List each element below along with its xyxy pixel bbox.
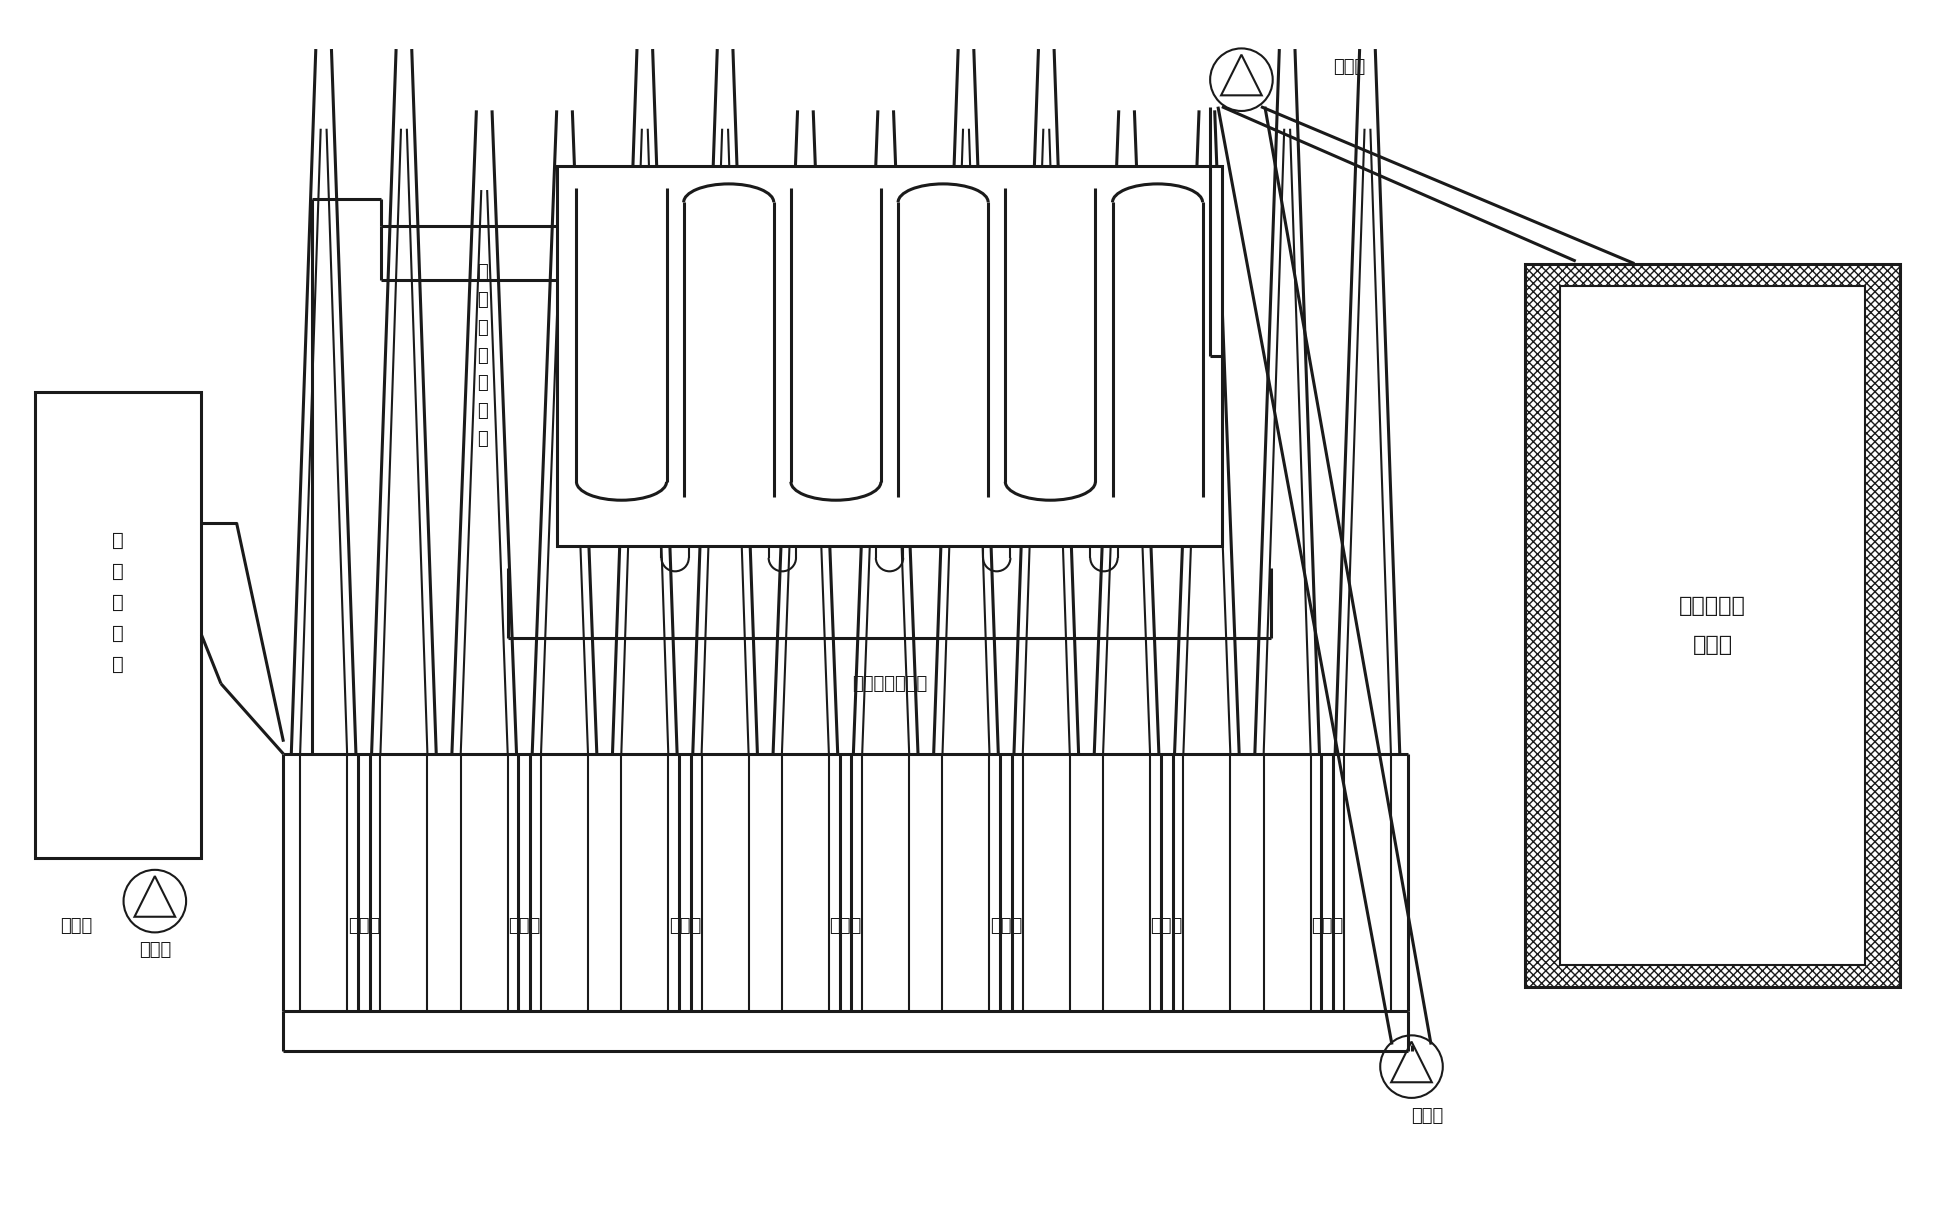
Text: 表冷室: 表冷室: [1312, 917, 1343, 934]
Bar: [557, 166, 1222, 546]
Text: 汞
蒸
气
冷
却
装
置: 汞 蒸 气 冷 却 装 置: [477, 264, 489, 447]
Bar: [1560, 286, 1865, 965]
Text: 表冷室: 表冷室: [829, 917, 862, 934]
Bar: [1525, 264, 1900, 987]
Text: 引风机: 引风机: [1412, 1107, 1443, 1124]
Text: 表冷室: 表冷室: [669, 917, 702, 934]
Bar: [1560, 286, 1865, 965]
Text: 表冷室: 表冷室: [989, 917, 1022, 934]
Text: 鼓风机: 鼓风机: [139, 942, 170, 959]
Text: 引风机: 引风机: [1333, 59, 1365, 76]
Text: 三氧化二锄
过滤室: 三氧化二锄 过滤室: [1679, 596, 1746, 655]
Text: 表冷室: 表冷室: [508, 917, 540, 934]
Text: 鼓风炉: 鼓风炉: [61, 917, 92, 934]
Text: 汞液体回收装置: 汞液体回收装置: [852, 676, 927, 693]
Bar: [35, 392, 201, 858]
Text: 表冷室: 表冷室: [348, 917, 379, 934]
Text: 汞
锄
混
合
矿: 汞 锄 混 合 矿: [111, 531, 125, 673]
Text: 表冷室: 表冷室: [1151, 917, 1183, 934]
